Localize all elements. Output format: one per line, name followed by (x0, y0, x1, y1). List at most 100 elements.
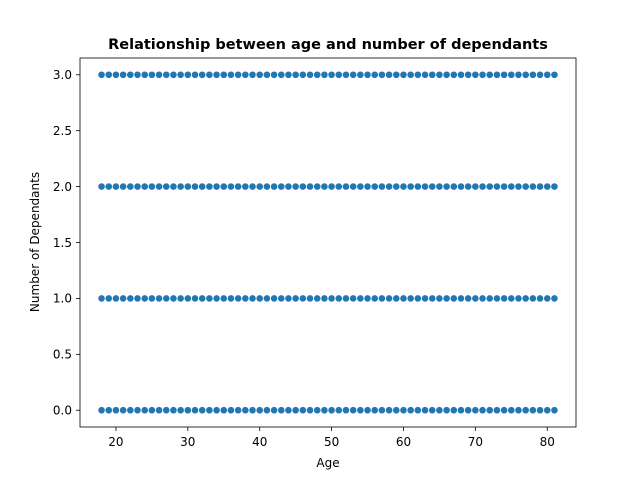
data-point (147, 182, 156, 191)
data-point (241, 182, 250, 191)
data-point (485, 70, 494, 79)
data-point (550, 294, 559, 303)
data-point (507, 406, 516, 415)
data-point (176, 70, 185, 79)
data-point (291, 182, 300, 191)
data-point (277, 182, 286, 191)
data-point (104, 182, 113, 191)
data-point (464, 70, 473, 79)
data-point (500, 294, 509, 303)
data-point (478, 294, 487, 303)
data-point (385, 294, 393, 303)
data-point (507, 182, 516, 191)
data-point (485, 182, 494, 191)
data-point (198, 294, 207, 303)
data-point (191, 182, 199, 191)
data-point (385, 406, 393, 415)
data-point (270, 294, 278, 303)
data-point (521, 406, 530, 415)
data-point (478, 406, 487, 415)
data-point (349, 406, 358, 415)
data-point (97, 182, 106, 191)
data-point (550, 406, 559, 415)
data-point (219, 70, 228, 79)
data-point (536, 294, 544, 303)
data-point (270, 406, 278, 415)
data-point (399, 182, 408, 191)
data-point (493, 70, 501, 79)
data-point (334, 406, 343, 415)
data-point (543, 182, 552, 191)
data-point (162, 70, 171, 79)
data-point (306, 406, 314, 415)
data-point (126, 406, 135, 415)
y-tick-label: 2.0 (53, 180, 72, 194)
x-axis-label: Age (316, 456, 339, 470)
data-point (270, 182, 278, 191)
data-point (133, 70, 142, 79)
data-point (500, 182, 509, 191)
data-point (205, 182, 214, 191)
data-point (428, 406, 437, 415)
data-point (169, 70, 178, 79)
data-point (406, 406, 415, 415)
data-point (147, 406, 156, 415)
data-point (119, 294, 128, 303)
y-axis-label: Number of Dependants (28, 172, 42, 312)
data-points (97, 70, 559, 415)
data-point (255, 70, 264, 79)
data-point (320, 70, 329, 79)
data-point (406, 294, 415, 303)
data-point (183, 182, 192, 191)
data-point (205, 70, 214, 79)
y-axis-ticks: 0.0 0.5 1.0 1.5 2.0 2.5 3.0 (53, 68, 80, 418)
data-point (457, 70, 465, 79)
data-point (449, 70, 458, 79)
data-point (212, 406, 221, 415)
data-point (262, 294, 271, 303)
data-point (413, 406, 422, 415)
data-point (349, 70, 358, 79)
data-point (219, 294, 228, 303)
data-point (112, 406, 120, 415)
data-point (306, 182, 314, 191)
data-point (406, 182, 415, 191)
data-point (421, 294, 429, 303)
data-point (262, 182, 271, 191)
data-point (248, 406, 257, 415)
data-point (284, 294, 293, 303)
data-point (464, 182, 473, 191)
data-point (155, 182, 163, 191)
data-point (248, 294, 257, 303)
data-point (320, 406, 329, 415)
data-point (536, 406, 544, 415)
data-point (528, 182, 537, 191)
data-point (169, 406, 178, 415)
data-point (119, 70, 128, 79)
data-point (514, 406, 523, 415)
data-point (471, 406, 480, 415)
data-point (169, 294, 178, 303)
data-point (262, 406, 271, 415)
data-point (464, 294, 473, 303)
data-point (500, 70, 509, 79)
data-point (356, 406, 365, 415)
data-point (198, 182, 207, 191)
data-point (471, 182, 480, 191)
data-point (428, 182, 437, 191)
data-point (334, 294, 343, 303)
data-point (183, 294, 192, 303)
data-point (248, 182, 257, 191)
data-point (104, 294, 113, 303)
data-point (162, 294, 171, 303)
data-point (413, 70, 422, 79)
x-tick-label: 50 (324, 435, 339, 449)
x-tick-label: 80 (540, 435, 555, 449)
data-point (205, 294, 214, 303)
data-point (133, 182, 142, 191)
data-point (399, 294, 408, 303)
data-point (183, 406, 192, 415)
data-point (528, 294, 537, 303)
data-point (471, 294, 480, 303)
data-point (140, 182, 149, 191)
